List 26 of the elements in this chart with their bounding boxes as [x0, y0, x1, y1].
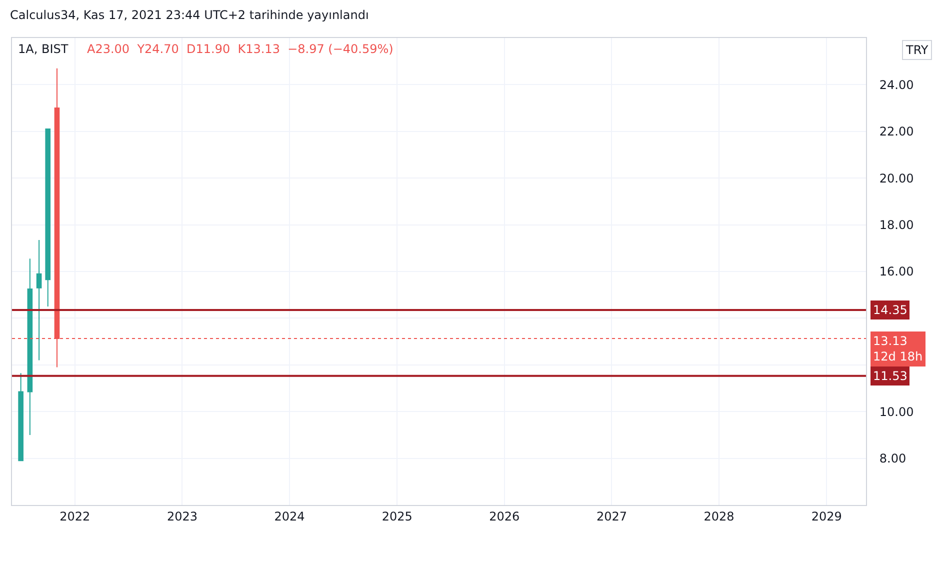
candlestick [36, 239, 42, 361]
chart-title: 1A, BIST [18, 42, 69, 56]
ref-line-label: 11.53 [873, 369, 908, 383]
candlestick [27, 258, 33, 436]
y-tick-label: 16.00 [879, 264, 914, 279]
y-tick-label: 8.00 [879, 452, 906, 466]
y-tick-label: 10.00 [879, 404, 914, 419]
candlestick [18, 372, 24, 462]
y-tick-label: 20.00 [879, 171, 914, 186]
candlestick [45, 128, 51, 308]
x-tick-label: 2023 [166, 509, 198, 524]
x-tick-label: 2025 [382, 509, 412, 524]
y-tick-label: 22.00 [879, 124, 914, 139]
ref-line-label: 13.13 12d 18h [873, 334, 923, 364]
x-tick-label: 2027 [596, 509, 627, 524]
x-tick-label: 2028 [704, 509, 734, 524]
annotation: A23.00 Y24.70 D11.90 K13.13 −8.97 (−40.59%) [87, 42, 394, 56]
ref-line-label: 14.35 [873, 303, 908, 317]
y-tick-label: 18.00 [879, 218, 914, 232]
x-tick-label: 2024 [274, 509, 305, 524]
x-tick-label: 2022 [60, 509, 90, 524]
y-tick-label: 24.00 [879, 78, 914, 92]
x-tick-label: 2029 [811, 509, 842, 524]
chart-subtitle: Calculus34, Kas 17, 2021 23:44 UTC+2 tarihinde yayınlandı [10, 8, 369, 22]
text: TRY [905, 43, 929, 57]
x-tick-label: 2026 [489, 509, 520, 524]
